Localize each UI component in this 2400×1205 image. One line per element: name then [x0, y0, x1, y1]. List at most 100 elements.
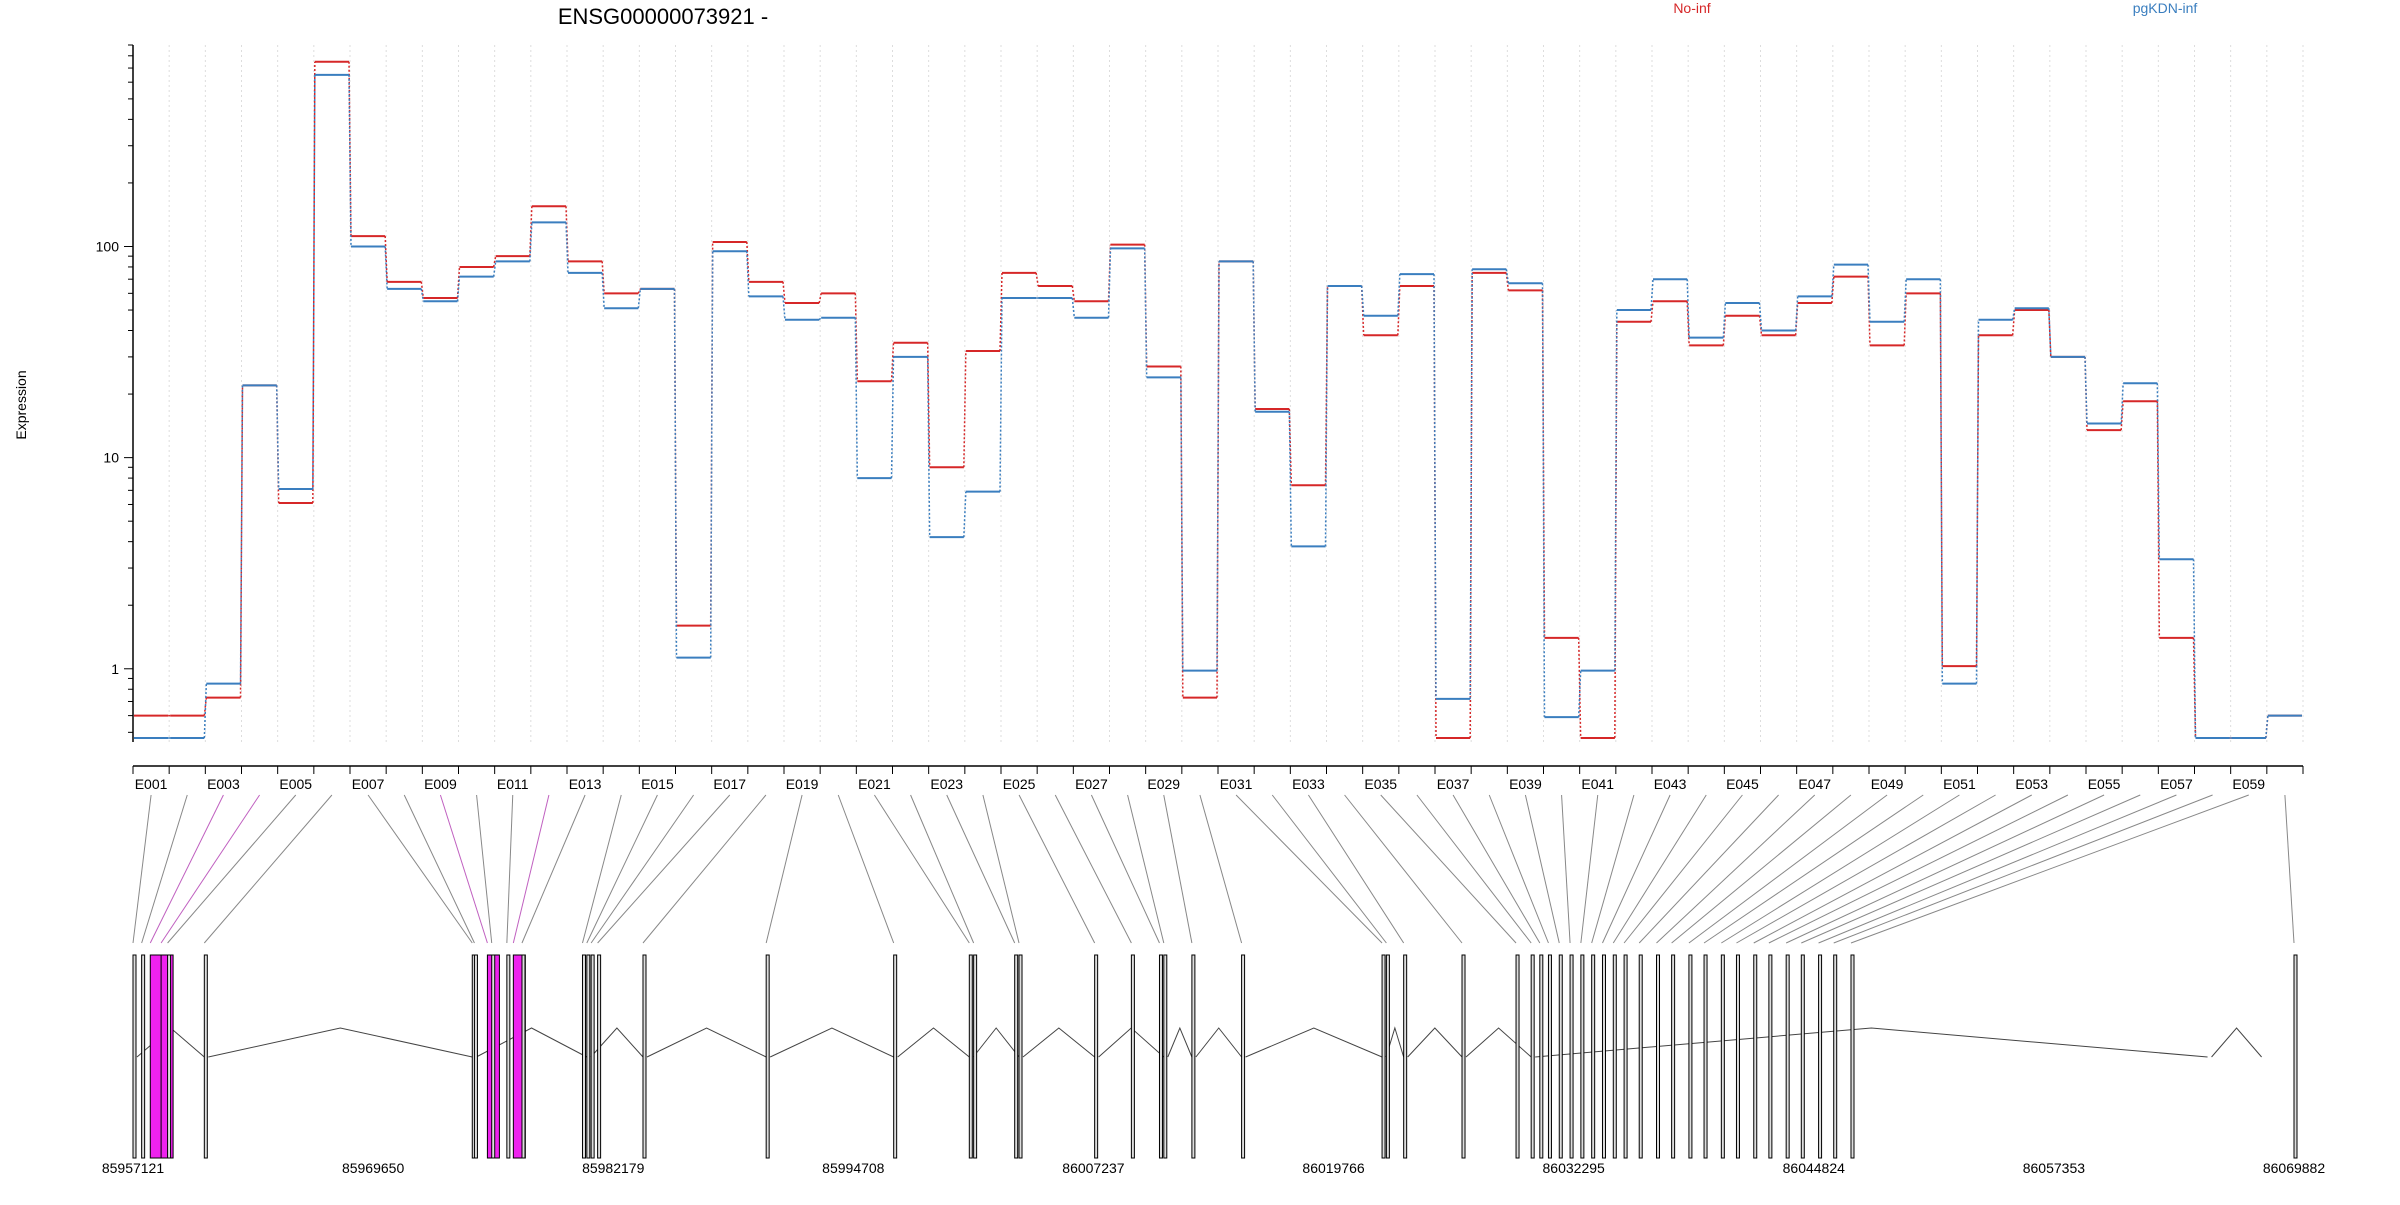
exon-block [473, 954, 478, 1159]
series-pgkdn-inf-step [890, 356, 895, 479]
series-no-inf-step [1903, 293, 1907, 346]
exon-connector [367, 794, 473, 944]
exon-block [1381, 954, 1386, 1159]
exon-block [1163, 954, 1168, 1159]
x-tick-label: E037 [1437, 776, 1470, 792]
series-no-inf-step [926, 342, 931, 468]
exon-connector [1199, 794, 1243, 944]
series-pgkdn-inf-step [348, 74, 352, 247]
series-no-inf-step [2156, 401, 2161, 638]
exon-block [1818, 954, 1823, 1159]
legend-pgkdn-inf: pgKDN-inf [2133, 0, 2198, 16]
series-no-inf-step [1180, 366, 1184, 698]
exon-connector [1127, 794, 1165, 944]
exon-block [2293, 954, 2298, 1159]
exon-block [1580, 954, 1585, 1159]
exon-connector [1688, 794, 1888, 944]
exon-block [1461, 954, 1466, 1159]
series-pgkdn-inf-step [601, 272, 605, 309]
exon-connector [765, 794, 803, 944]
exon-connector-lines [132, 794, 2295, 944]
series-pgkdn-inf-step [1107, 248, 1112, 318]
exon-block [491, 954, 496, 1159]
exon-connector [141, 794, 188, 944]
series-pgkdn-inf-step [239, 385, 244, 684]
exon-block [521, 954, 526, 1159]
exon-block [1720, 954, 1725, 1159]
series-no-inf-step [2120, 401, 2124, 431]
exon-block [1014, 954, 1019, 1159]
exon-connector [1638, 794, 1779, 944]
exon-block [1094, 954, 1099, 1159]
coordinate-label: 86044824 [1783, 1160, 1846, 1176]
exon-block [1018, 954, 1023, 1159]
x-tick-label: E051 [1943, 776, 1976, 792]
series-pgkdn-inf-step [1180, 377, 1184, 671]
x-tick-label: E029 [1147, 776, 1180, 792]
series-no-inf-step [1686, 301, 1690, 346]
exon-connector [1785, 794, 2105, 944]
exon-connector [837, 794, 895, 944]
exon-block [1569, 954, 1574, 1159]
legend-no-inf: No-inf [1673, 0, 1710, 16]
exon-connector [439, 794, 488, 944]
exon-connector [1416, 794, 1532, 944]
x-tick-label: E031 [1220, 776, 1253, 792]
exon-block [1547, 954, 1552, 1159]
x-tick-label: E027 [1075, 776, 1108, 792]
exon-connector [1818, 794, 2177, 944]
series-no-inf-step [1071, 285, 1076, 302]
exon-block [1591, 954, 1596, 1159]
exon-connector [1163, 794, 1193, 944]
exon-connector [149, 794, 224, 944]
series-pgkdn-inf-step [2156, 383, 2161, 560]
series-pgkdn-inf-step [673, 288, 678, 658]
exon-connector [582, 794, 622, 944]
coordinate-label: 85957121 [102, 1160, 165, 1176]
exon-connector [1018, 794, 1096, 944]
exon-block [132, 954, 137, 1159]
series-no-inf-step [818, 293, 822, 304]
exon-connector [1656, 794, 1816, 944]
series-pgkdn-inf-step [2011, 308, 2016, 320]
series-no-inf-step [890, 342, 895, 382]
x-tick-label: E003 [207, 776, 240, 792]
gridlines [132, 45, 2304, 742]
exon-connector [1580, 794, 1599, 944]
exon-block [1833, 954, 1838, 1159]
series-pgkdn-inf-step [1975, 319, 1980, 684]
exon-connector [167, 794, 297, 944]
x-tick-label: E047 [1798, 776, 1831, 792]
series-pgkdn-inf-step [1903, 279, 1907, 322]
series-pgkdn-inf-step [1071, 297, 1076, 318]
intron-line [897, 1027, 970, 1058]
exon-block [167, 954, 172, 1159]
exon-block [203, 954, 208, 1159]
exon-connector [1801, 794, 2141, 944]
exon-block [1385, 954, 1390, 1159]
y-axis: 1 10 100 [96, 44, 134, 742]
exon-connector [1833, 794, 2213, 944]
x-tick-label: E039 [1509, 776, 1542, 792]
x-tick-label: E035 [1364, 776, 1397, 792]
chart-title: ENSG00000073921 - [558, 4, 768, 29]
x-tick-label: E009 [424, 776, 457, 792]
exon-connector [590, 794, 694, 944]
intron-line [208, 1027, 473, 1058]
x-tick-label: E013 [569, 776, 602, 792]
series-pgkdn-inf-step [1360, 285, 1365, 316]
intron-line [1465, 1027, 1532, 1058]
coordinate-label: 86019766 [1302, 1160, 1365, 1176]
exon-connector [1850, 794, 2249, 944]
x-tick-label: E019 [786, 776, 819, 792]
intron-line [972, 1027, 1020, 1058]
exon-block [1800, 954, 1805, 1159]
series-no-inf-step [312, 61, 316, 503]
exon-connector [586, 794, 658, 944]
exon-block [1638, 954, 1643, 1159]
series-pgkdn-inf [134, 73, 2302, 740]
x-axis: E001 E003 E005 E007 E009 E011 E013 E015 E017 E019… [132, 765, 2304, 792]
series-pgkdn-inf-step [492, 261, 497, 277]
x-tick-label: E053 [2015, 776, 2048, 792]
exon-connector [1602, 794, 1671, 944]
